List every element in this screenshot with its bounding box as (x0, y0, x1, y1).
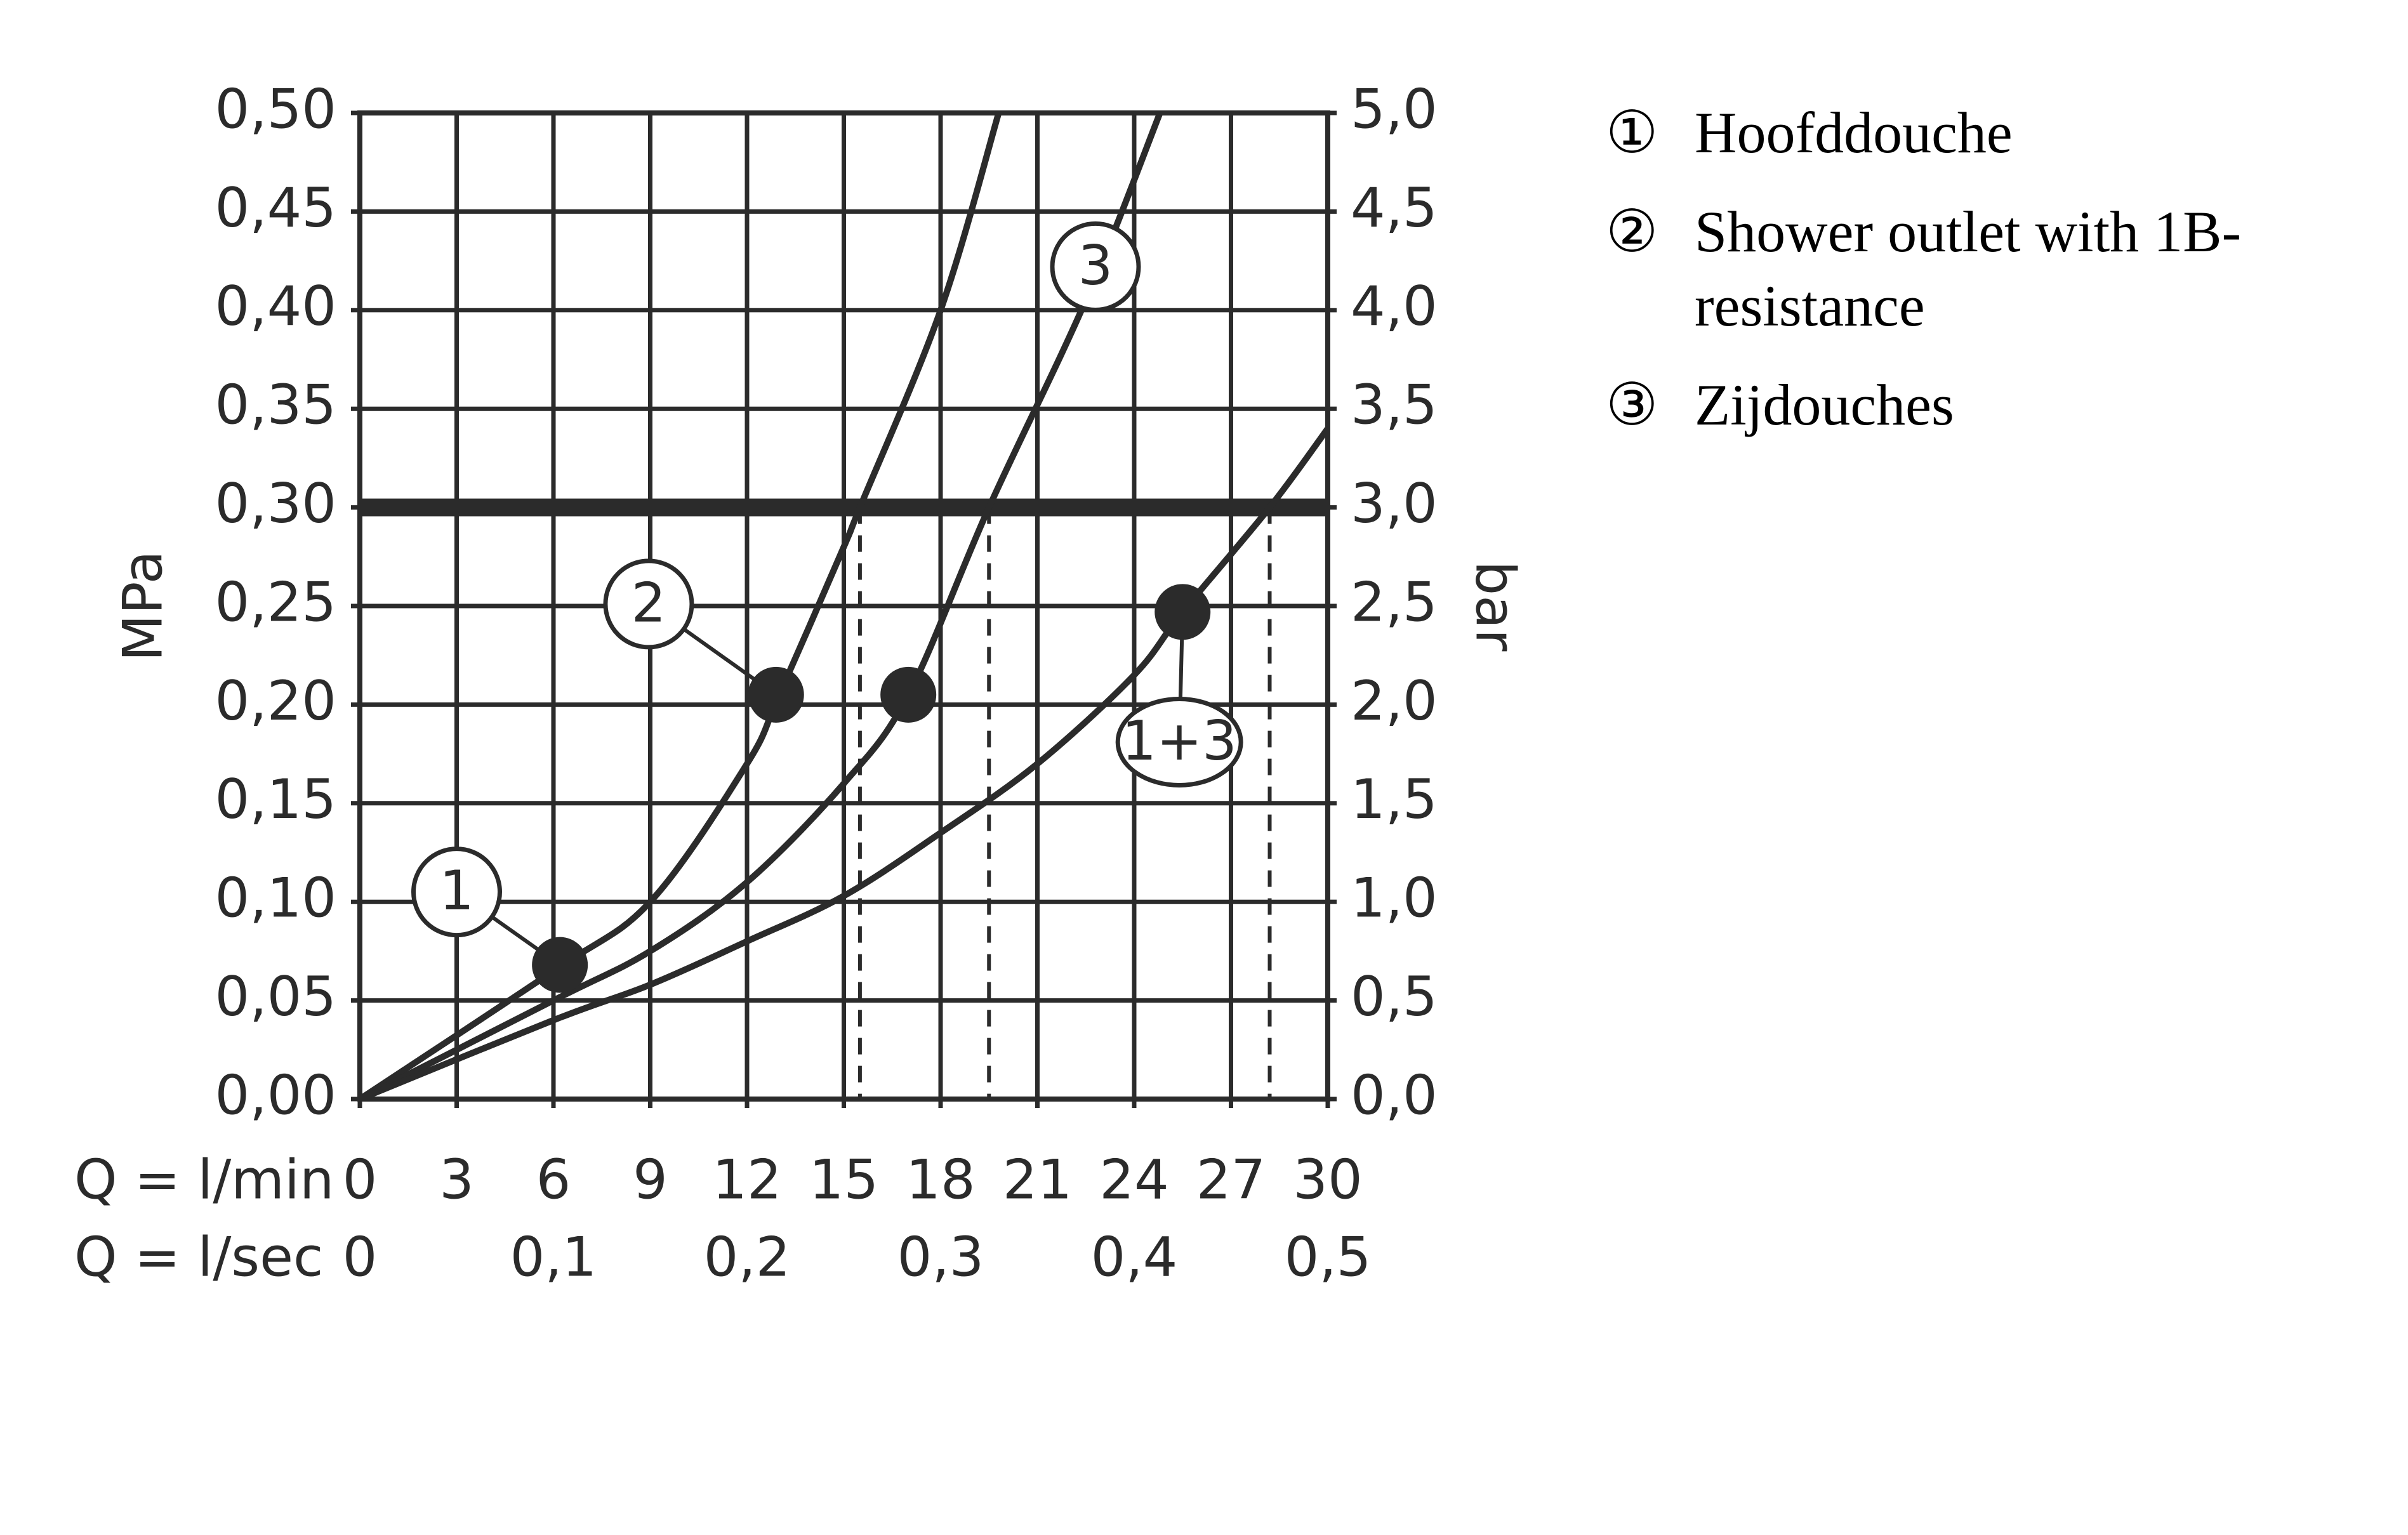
y2-tick-label: 3,0 (1351, 472, 1438, 536)
y2-tick-label: 5,0 (1351, 77, 1438, 141)
x-tick-label: 15 (809, 1148, 878, 1211)
y2-tick-label: 0,5 (1351, 965, 1438, 1029)
y2-tick-label: 1,5 (1351, 768, 1438, 831)
marker (748, 666, 804, 723)
legend-text: resistance (1695, 273, 1925, 338)
y2-tick-label: 4,5 (1351, 176, 1438, 240)
x2-axis-label: Q = l/sec (74, 1225, 323, 1289)
legend-text: Shower outlet with 1B- (1695, 199, 2241, 264)
plot-frame (357, 110, 1330, 1102)
y2-tick-label: 0,0 (1351, 1064, 1438, 1127)
callout-bubble (603, 558, 694, 650)
marker (880, 666, 937, 723)
y2-axis-label: bar (1464, 561, 1527, 652)
marker (1154, 584, 1211, 640)
x-tick-label: 0 (343, 1148, 378, 1211)
curve (360, 113, 1163, 1099)
x-tick-label: 9 (633, 1148, 668, 1211)
x2-tick-label: 0,5 (1285, 1225, 1372, 1289)
y2-tick-label: 4,0 (1351, 275, 1438, 338)
x-tick-label: 6 (536, 1148, 571, 1211)
x-tick-label: 24 (1099, 1148, 1168, 1211)
y-tick-label: 0,10 (215, 867, 336, 930)
callout-bubble (1115, 696, 1243, 787)
legend-symbol: ① (1606, 100, 1658, 165)
x2-tick-label: 0,2 (704, 1225, 791, 1289)
y-tick-label: 0,50 (215, 77, 336, 141)
x2-tick-label: 0 (343, 1225, 378, 1289)
y-tick-label: 0,45 (215, 176, 336, 240)
callout-bubble (411, 847, 502, 938)
y-tick-label: 0,05 (215, 965, 336, 1029)
legend-symbol: ② (1606, 199, 1658, 264)
x-axis-label: Q = l/min (74, 1148, 334, 1211)
y2-tick-label: 1,0 (1351, 867, 1438, 930)
curve (360, 426, 1331, 1099)
callout-label: 1 (439, 859, 474, 923)
x2-tick-label: 0,3 (897, 1225, 984, 1289)
x-tick-label: 12 (712, 1148, 781, 1211)
callout-label: 3 (1078, 234, 1113, 298)
legend-text: Zijdouches (1695, 372, 1954, 437)
legend-symbol: ③ (1606, 372, 1658, 437)
y-tick-label: 0,15 (215, 768, 336, 831)
y2-tick-label: 2,5 (1351, 570, 1438, 634)
x2-tick-label: 0,4 (1091, 1225, 1178, 1289)
y-tick-label: 0,40 (215, 275, 336, 338)
callout-label: 2 (632, 571, 666, 635)
x-tick-label: 18 (906, 1148, 975, 1211)
callout-label: 1+3 (1121, 709, 1237, 773)
callout-bubble (1050, 221, 1141, 312)
x2-tick-label: 0,1 (510, 1225, 597, 1289)
y-tick-label: 0,35 (215, 374, 336, 437)
legend-text: Hoofddouche (1695, 100, 2013, 165)
x-tick-label: 27 (1196, 1148, 1266, 1211)
y-tick-label: 0,25 (215, 570, 336, 634)
marker (532, 937, 588, 993)
x-tick-label: 21 (1003, 1148, 1072, 1211)
y-tick-label: 0,20 (215, 669, 336, 733)
x-tick-label: 30 (1293, 1148, 1362, 1211)
y2-tick-label: 2,0 (1351, 669, 1438, 733)
y2-tick-label: 3,5 (1351, 374, 1438, 437)
x-tick-label: 3 (439, 1148, 474, 1211)
y-axis-label: MPa (111, 551, 175, 662)
y-tick-label: 0,00 (215, 1064, 336, 1127)
y-tick-label: 0,30 (215, 472, 336, 536)
